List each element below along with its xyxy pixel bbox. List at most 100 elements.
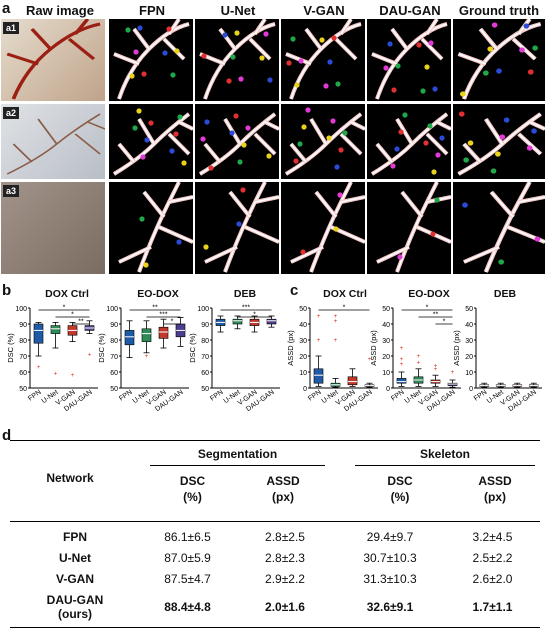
row-network: U-Net — [59, 550, 91, 565]
y-tick-label: 50 — [110, 386, 118, 393]
box-DAU-GAN — [266, 318, 277, 325]
significance-mark: * — [426, 305, 429, 312]
y-tick-label: 80 — [110, 338, 118, 345]
y-tick-label: 50 — [465, 306, 473, 313]
y-tick-label: 60 — [19, 370, 27, 377]
row-label-a2: a2 — [3, 107, 20, 119]
significance-mark: * — [63, 305, 66, 312]
y-tick-label: 20 — [382, 354, 390, 361]
raw-image-a3 — [1, 182, 105, 274]
y-tick-label: 70 — [110, 354, 118, 361]
chart-b3-title: DEB — [233, 288, 257, 300]
table-row: V-GAN 87.5±4.7 2.9±2.2 31.3±10.3 2.6±2.0 — [10, 568, 540, 589]
segmentation-image-a3-col1 — [109, 182, 193, 274]
segmentation-image-a2-col1 — [109, 104, 193, 179]
y-tick-label: 70 — [19, 354, 27, 361]
header-segmentation: Segmentation — [197, 447, 278, 461]
y-tick-label: 20 — [299, 354, 307, 361]
segmentation-image-a2-col4 — [367, 104, 451, 179]
row-seg-dsc: 87.0±5.9 — [164, 550, 211, 565]
row-seg-dsc: 86.1±6.5 — [164, 529, 211, 544]
y-tick-label: 100 — [15, 306, 27, 313]
segmentation-image-a1-col5 — [453, 19, 545, 101]
y-tick-label: 0 — [386, 386, 390, 393]
row-network: FPN — [63, 529, 87, 544]
row-sk-dsc: 29.4±9.7 — [366, 529, 414, 544]
panel-c-letter: c — [290, 282, 299, 299]
row-seg-assd: 2.0±1.6 — [265, 600, 305, 614]
skeleton-underline — [355, 465, 535, 466]
row-sk-assd: 1.7±1.1 — [472, 600, 513, 614]
y-axis-label: DSC (%) — [188, 333, 197, 363]
col-head-unet: U-Net — [220, 3, 256, 18]
outlier-point: + — [334, 314, 338, 320]
segmentation-image-a2-col5 — [453, 104, 545, 179]
col-head-raw: Raw image — [26, 3, 94, 18]
outlier-point: + — [417, 360, 421, 366]
segmentation-image-a1-col2 — [195, 19, 279, 101]
outlier-point: + — [368, 357, 372, 363]
outlier-point: + — [400, 346, 404, 352]
y-axis-label: ASSD (px) — [452, 330, 461, 366]
box-U-Net — [141, 328, 152, 342]
seg-dsc-unit: (%) — [183, 490, 202, 504]
chart-b2-title: EO-DOX — [137, 288, 179, 300]
row-sk-dsc: 32.6±9.1 — [366, 600, 414, 614]
row-label-a3: a3 — [3, 185, 20, 197]
significance-mark: ** — [78, 319, 84, 326]
outlier-point: + — [37, 365, 41, 371]
y-tick-label: 90 — [201, 322, 209, 329]
box-FPN — [33, 323, 44, 344]
y-tick-label: 0 — [469, 386, 473, 393]
row-label-a1: a1 — [3, 22, 20, 34]
seg-assd-unit: (px) — [272, 490, 294, 504]
segmentation-underline — [150, 465, 325, 466]
outlier-point: + — [451, 370, 455, 376]
box-FPN — [396, 378, 407, 384]
outlier-point: + — [317, 338, 321, 344]
outlier-point: + — [334, 338, 338, 344]
outlier-point: + — [417, 354, 421, 360]
segmentation-image-a2-col3 — [281, 104, 365, 179]
significance-mark: * — [253, 312, 256, 319]
seg-dsc-header: DSC (%) — [150, 473, 235, 505]
y-tick-label: 30 — [465, 338, 473, 345]
table-row: FPN 86.1±6.5 2.8±2.5 29.4±9.7 3.2±4.5 — [10, 526, 540, 547]
row-network: V-GAN — [55, 571, 94, 586]
significance-mark: * — [171, 319, 174, 326]
panel-d-letter: d — [2, 427, 12, 444]
significance-mark: ** — [433, 312, 439, 319]
results-table-body: FPN 86.1±6.5 2.8±2.5 29.4±9.7 3.2±4.5 U-… — [10, 526, 540, 625]
y-axis-label: DSC (%) — [6, 333, 15, 363]
y-tick-label: 70 — [201, 354, 209, 361]
row-sk-assd: 2.6±2.0 — [472, 571, 513, 586]
outlier-point: + — [434, 364, 438, 370]
seg-dsc-label: DSC — [179, 474, 206, 488]
box-U-Net — [50, 325, 61, 334]
y-tick-label: 100 — [197, 306, 209, 313]
box-FPN — [313, 368, 324, 384]
outlier-point: + — [88, 352, 92, 358]
y-tick-label: 10 — [382, 370, 390, 377]
y-tick-label: 90 — [110, 322, 118, 329]
table-row-ours: DAU-GAN (ours) 88.4±4.8 2.0±1.6 32.6±9.1… — [10, 589, 540, 625]
segmentation-image-a3-col3 — [281, 182, 365, 274]
panel-a-letter: a — [2, 0, 11, 17]
chart-c2-title: EO-DOX — [408, 288, 450, 300]
outlier-point: + — [317, 314, 321, 320]
chart-c3-title: DEB — [493, 288, 517, 300]
seg-assd-label: ASSD — [266, 474, 300, 488]
y-tick-label: 40 — [382, 322, 390, 329]
row-sk-assd: 2.5±2.2 — [472, 550, 513, 565]
sk-dsc-label: DSC — [387, 474, 413, 488]
box-V-GAN — [347, 376, 358, 386]
col-head-daugan: DAU-GAN — [379, 3, 441, 18]
row-sk-assd: 3.2±4.5 — [472, 529, 513, 544]
y-tick-label: 10 — [465, 370, 473, 377]
seg-assd-header: ASSD (px) — [238, 473, 328, 505]
panel-b-letter: b — [2, 282, 12, 299]
significance-mark: *** — [242, 305, 250, 312]
y-tick-label: 90 — [19, 322, 27, 329]
row-network-sub: (ours) — [58, 607, 92, 621]
